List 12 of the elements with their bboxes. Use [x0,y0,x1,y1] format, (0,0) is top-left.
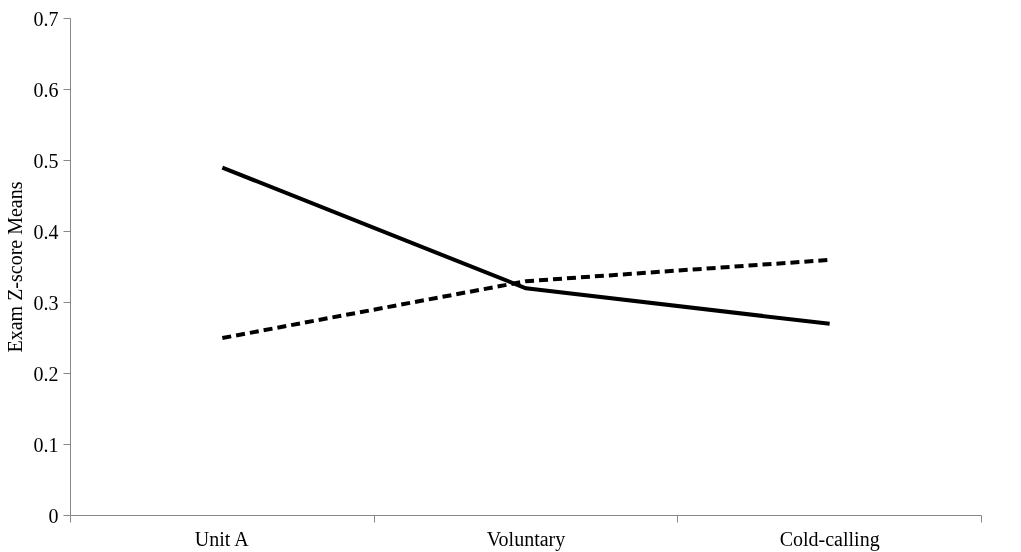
y-tick-label: 0.2 [33,362,59,385]
x-tick-label: Cold-calling [779,527,880,551]
y-tick-label: 0.1 [33,433,59,456]
y-tick-label: 0.3 [33,291,59,314]
x-tick-label: Unit A [194,527,250,550]
y-tick-label: 0.7 [33,7,59,30]
y-axis-title: Exam Z-score Means [3,181,26,353]
y-tick-label: 0.4 [33,220,59,243]
y-tick-label: 0.5 [33,149,59,172]
y-tick-label: 0.6 [33,78,59,101]
x-tick-label: Voluntary [486,527,566,551]
y-tick-label: 0 [48,504,59,527]
